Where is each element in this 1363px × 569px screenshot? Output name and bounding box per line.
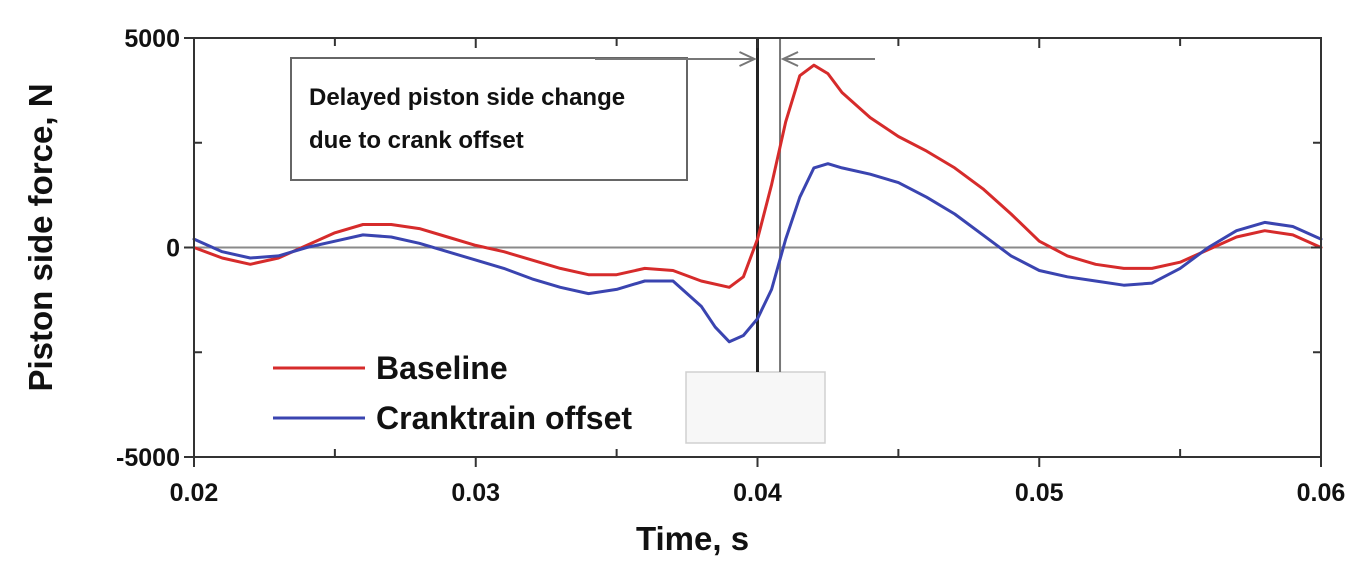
x-tick-label: 0.02: [170, 479, 219, 507]
annotation-text-line: due to crank offset: [309, 127, 524, 154]
y-tick-label: 5000: [124, 25, 180, 53]
y-tick-label: -5000: [116, 444, 180, 472]
series-line-baseline: [192, 63, 1323, 289]
blank-inset-box: [685, 371, 826, 444]
legend-label: Cranktrain offset: [376, 400, 632, 436]
x-tick-label: 0.06: [1297, 479, 1346, 507]
legend-label: Baseline: [376, 350, 508, 386]
arrow-right-head: [739, 51, 757, 67]
axis-ticks: 0.02 0.03 0.04 0.05 0.06 5000 0 -5000: [116, 25, 1345, 507]
x-tick-label: 0.05: [1015, 479, 1064, 507]
legend: Baseline Cranktrain offset: [273, 350, 632, 436]
y-tick-label: 0: [166, 235, 180, 263]
series-line-cranktrain-offset: [192, 162, 1323, 344]
annotation-text-line: Delayed piston side change: [309, 84, 625, 111]
annotation-layer: Delayed piston side change due to crank o…: [290, 38, 875, 444]
series-layer: [192, 63, 1323, 344]
x-axis-label: Time, s: [636, 520, 749, 557]
arrow-left-head: [780, 51, 799, 67]
x-tick-label: 0.03: [451, 479, 500, 507]
x-tick-label: 0.04: [733, 479, 782, 507]
y-axis-label: Piston side force, N: [22, 83, 59, 391]
annotation-box: [290, 57, 688, 181]
